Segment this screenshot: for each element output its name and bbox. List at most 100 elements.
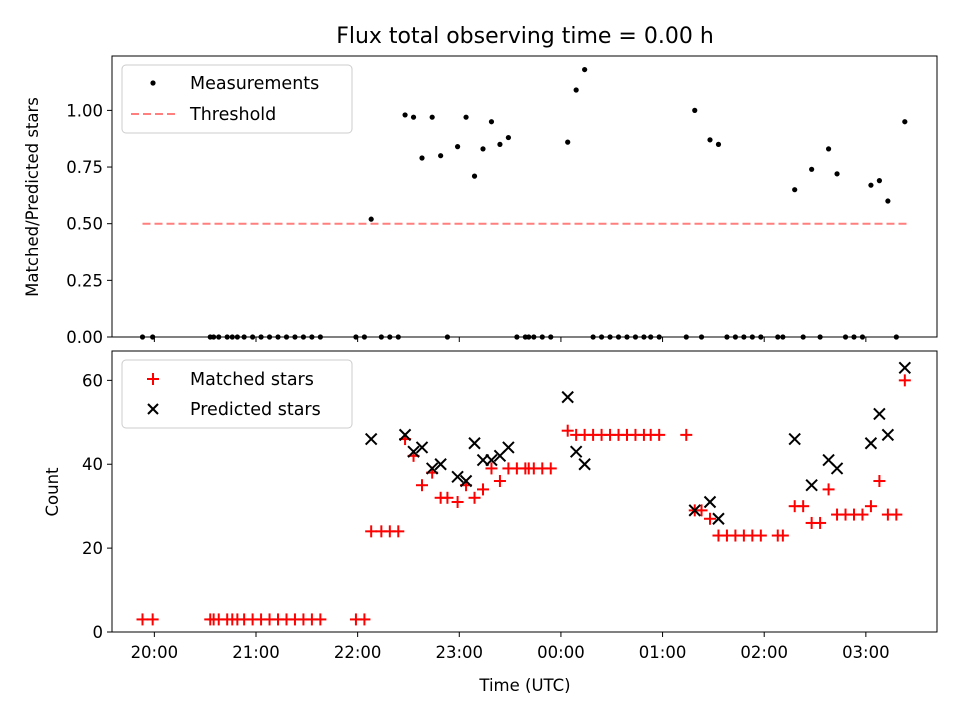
matched-star-point	[898, 374, 911, 387]
matched-star-point	[797, 500, 810, 513]
x-tick-label: 01:00	[639, 643, 687, 662]
legend-marker-measurements	[150, 80, 156, 86]
matched-star-point	[146, 613, 159, 626]
matched-star-point	[856, 508, 869, 521]
measurement-point	[480, 146, 486, 152]
legend-label-measurements: Measurements	[190, 74, 319, 94]
matched-star-point	[822, 483, 835, 496]
measurement-point	[505, 134, 512, 141]
measurement-point	[565, 139, 571, 145]
predicted-star-point	[873, 407, 886, 421]
x-tick-label: 22:00	[334, 643, 382, 662]
measurement-point	[429, 114, 435, 120]
measurement-point	[885, 198, 891, 204]
legend-label-matched: Matched stars	[190, 370, 314, 390]
matched-star-point	[703, 512, 716, 525]
predicted-star-point	[688, 504, 701, 517]
top-legend-box	[121, 64, 353, 134]
measurement-point	[438, 153, 444, 159]
legend-marker-matched	[147, 373, 159, 385]
predicted-star-point	[468, 437, 481, 450]
legend-marker-predicted	[147, 403, 159, 415]
predicted-star-point	[434, 458, 447, 471]
matched-star-point	[358, 613, 371, 626]
measurement-point	[582, 66, 588, 73]
x-tick-label: 23:00	[435, 643, 483, 662]
matched-star-point	[451, 495, 464, 508]
matched-star-point	[814, 516, 827, 529]
top-plot-frame	[111, 55, 938, 338]
matched-star-point	[468, 491, 481, 504]
measurement-point	[573, 87, 579, 93]
top-x-ticks	[153, 337, 867, 342]
top-y-tick-label: 0.00	[66, 328, 103, 347]
measurement-point	[402, 112, 408, 118]
top-y-tick-label: 1.00	[66, 101, 103, 120]
measurement-point	[902, 119, 908, 125]
predicted-star-point	[561, 390, 574, 404]
bottom-y-tick-label: 40	[82, 455, 103, 474]
top-y-tick-label: 0.50	[66, 215, 103, 234]
predicted-star-point	[425, 462, 439, 475]
measurement-point	[410, 114, 417, 120]
x-tick-label: 02:00	[740, 643, 788, 662]
x-tick-label: 20:00	[131, 643, 179, 662]
matched-star-point	[544, 462, 557, 475]
top-y-ticks: 0.00 0.25 0.50 0.75 1.00	[66, 101, 112, 347]
x-tick-label: 21:00	[232, 643, 280, 662]
predicted-star-point	[788, 432, 801, 446]
top-legend: Measurements Threshold	[121, 64, 353, 134]
measurement-point	[825, 146, 832, 152]
measurement-point	[488, 119, 495, 125]
bottom-x-ticks: 20:00 21:00 22:00 23:00 00:00 01:00 02:00 03:00	[131, 632, 890, 662]
predicted-star-point	[451, 470, 464, 484]
measurement-point	[715, 141, 722, 147]
bottom-y-ticks: 0 20 40 60	[82, 371, 112, 642]
x-tick-label: 03:00	[842, 643, 890, 662]
chart-title: Flux total observing time = 0.00 h	[336, 24, 714, 49]
matched-star-point	[416, 479, 429, 492]
bottom-legend: Matched stars Predicted stars	[121, 359, 353, 429]
measurement-point	[471, 173, 478, 179]
matched-star-point	[776, 529, 789, 542]
count-points-group	[136, 361, 912, 626]
matched-star-point	[864, 500, 877, 513]
predicted-star-point	[578, 458, 591, 471]
predicted-star-point	[407, 445, 420, 458]
measurement-point	[809, 166, 815, 172]
bottom-y-tick-label: 0	[93, 623, 104, 642]
top-y-tick-label: 0.25	[66, 271, 103, 290]
matched-star-point	[754, 529, 767, 542]
matched-star-point	[476, 483, 489, 496]
predicted-star-point	[864, 437, 878, 450]
matched-star-point	[392, 525, 405, 538]
matched-star-point	[485, 462, 498, 475]
measurement-point	[463, 114, 469, 120]
measurement-point	[419, 155, 425, 161]
bottom-y-tick-label: 60	[82, 371, 103, 390]
predicted-star-point	[703, 495, 717, 509]
predicted-star-point	[459, 474, 473, 488]
measurement-point	[868, 182, 874, 188]
matched-star-point	[314, 613, 327, 626]
matched-star-point	[653, 428, 666, 441]
bottom-y-tick-label: 20	[82, 539, 103, 558]
x-tick-label: 00:00	[537, 643, 585, 662]
measurement-point	[692, 107, 698, 113]
measurement-point	[834, 171, 840, 177]
top-y-axis-label: Matched/Predicted stars	[23, 97, 42, 297]
predicted-star-point	[398, 428, 412, 442]
measurement-point	[368, 216, 374, 222]
predicted-star-point	[364, 432, 378, 446]
matched-star-point	[493, 475, 506, 488]
bottom-y-axis-label: Count	[43, 467, 62, 517]
measurement-point	[454, 144, 461, 150]
predicted-star-point	[415, 441, 429, 454]
top-y-tick-label: 0.75	[66, 158, 103, 177]
measurement-point	[707, 137, 713, 143]
measurement-point	[792, 187, 798, 193]
measurement-point	[876, 178, 883, 184]
matched-star-point	[136, 613, 149, 626]
predicted-star-point	[485, 453, 498, 467]
matched-star-point	[365, 525, 378, 538]
